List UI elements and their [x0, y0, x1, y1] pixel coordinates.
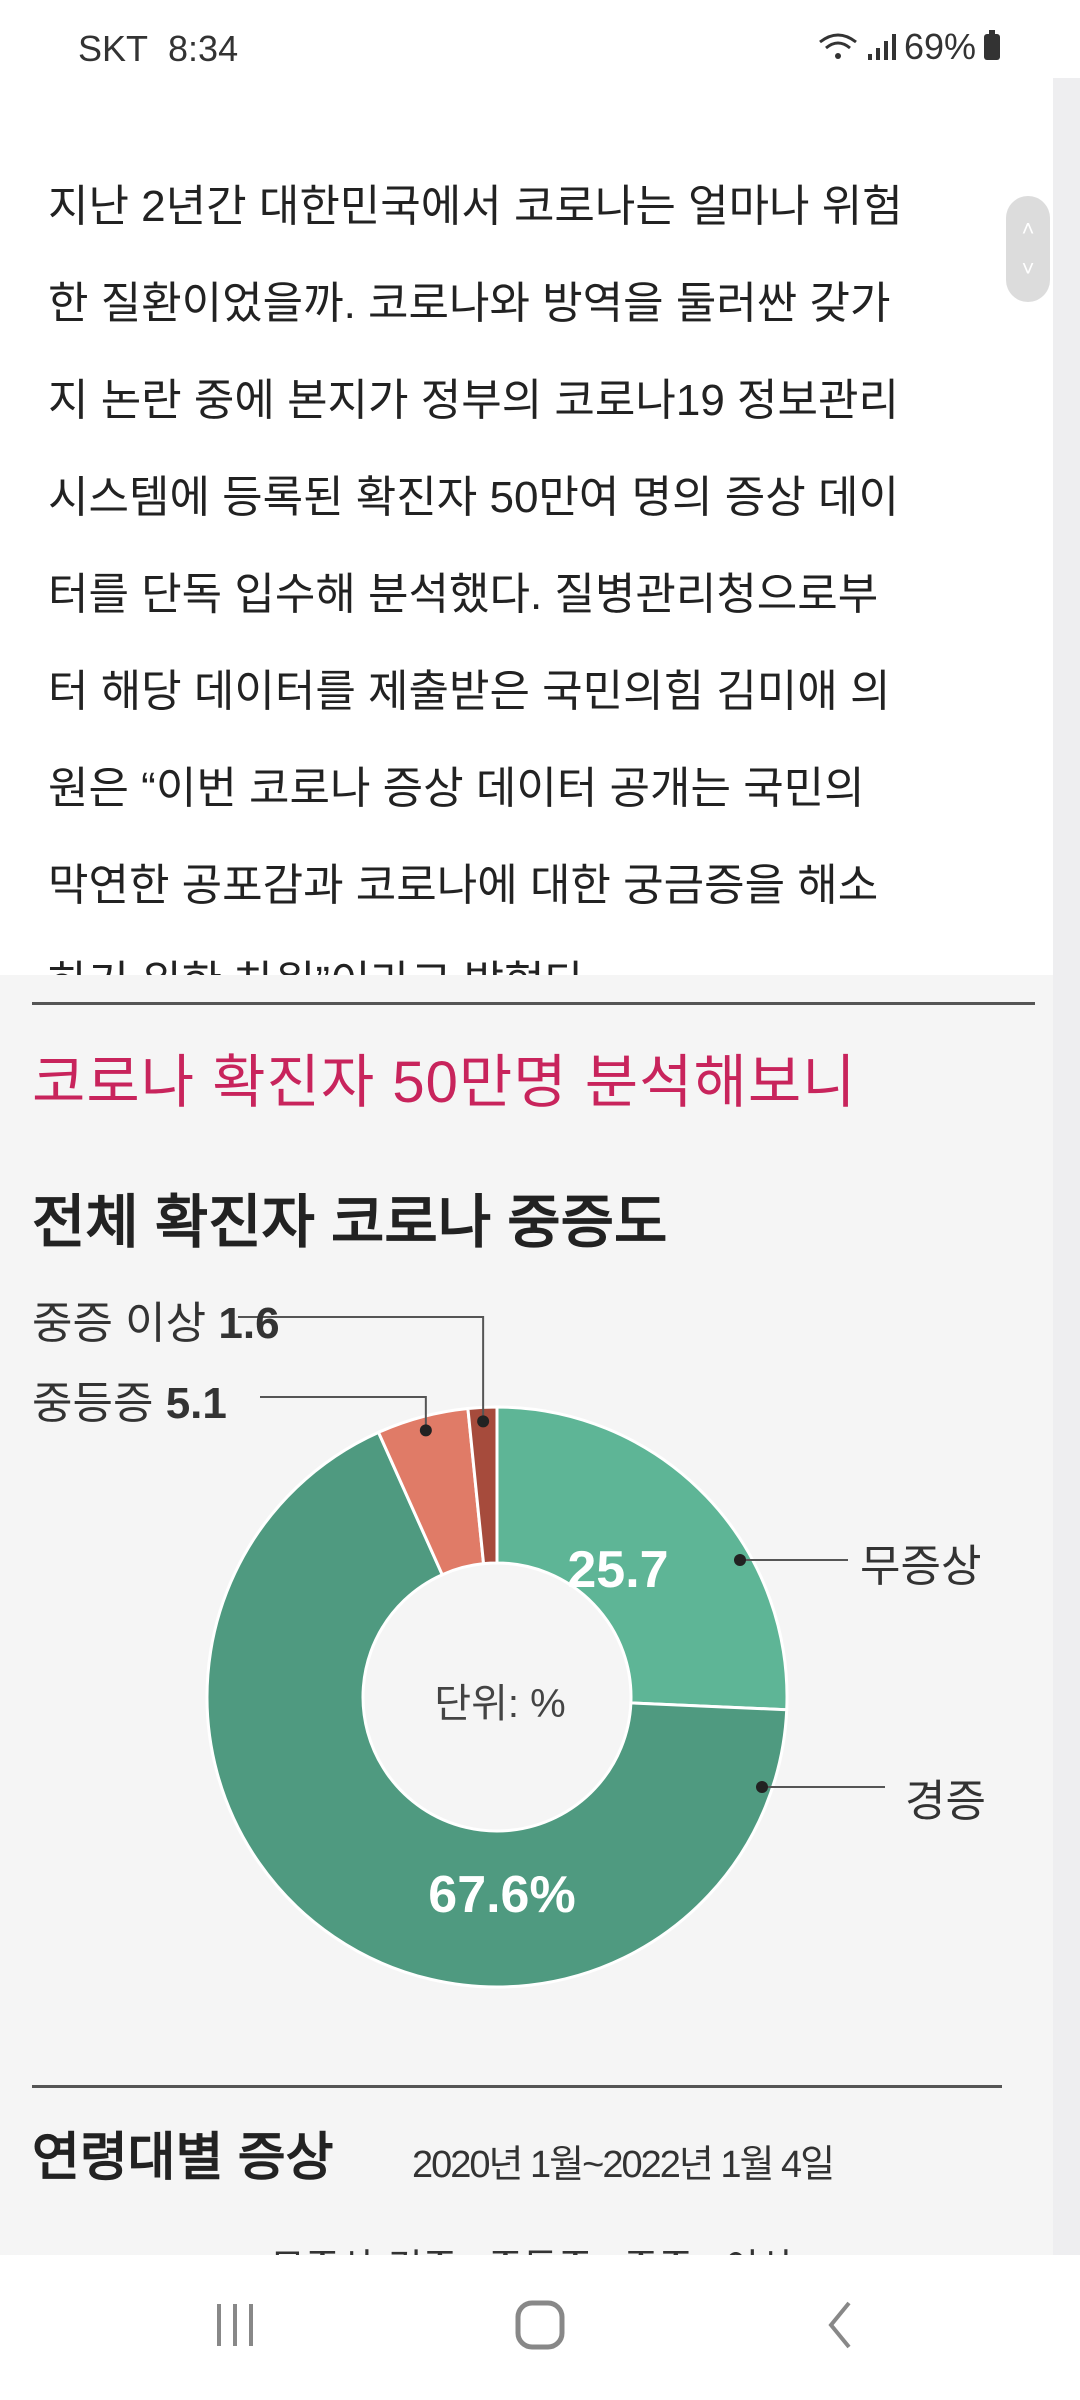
leader-dot-asymptomatic	[734, 1554, 746, 1566]
chevron-up-icon[interactable]: ˄	[1021, 216, 1035, 241]
chevron-down-icon[interactable]: ˅	[1021, 256, 1035, 281]
donut-chart	[205, 1316, 885, 1989]
article-body: 지난 2년간 대한민국에서 코로나는 얼마나 위험 한 질환이었을까. 코로나와…	[48, 158, 1008, 1031]
back-icon	[828, 2301, 851, 2349]
navigation-bar	[0, 2255, 1080, 2400]
donut-slice-1	[205, 1430, 789, 1989]
legend-partial: 무증상·경증 중등증 중증 이상	[270, 2237, 794, 2255]
battery-percent: 69%	[903, 26, 976, 67]
leader-dot-moderate	[419, 1424, 432, 1437]
back-button[interactable]	[800, 2295, 880, 2355]
section-date: 2020년 1월~2022년 1월 4일	[412, 2144, 835, 2186]
article-paragraph: 지난 2년간 대한민국에서 코로나는 얼마나 위험 한 질환이었을까. 코로나와…	[48, 182, 903, 1007]
unit-label: 단위: %	[434, 1682, 566, 1726]
status-icons: 69%	[818, 26, 1000, 68]
donut-slice-0	[495, 1405, 789, 1712]
chart-title: 전체 확진자 코로나 중증도	[32, 1190, 668, 1255]
divider	[32, 2085, 1002, 2088]
label-asymptomatic: 무증상	[860, 1542, 982, 1591]
home-icon	[515, 2300, 565, 2350]
leader-dot-severe	[477, 1415, 490, 1428]
value-mild: 67.6%	[428, 1866, 576, 1924]
infographic: 코로나 확진자 50만명 분석해보니 전체 확진자 코로나 중증도 중증 이상 …	[0, 975, 1053, 2255]
status-carrier-time: SKT 8:34	[78, 28, 239, 69]
wifi-icon	[819, 33, 857, 59]
recent-apps-button[interactable]	[195, 2295, 275, 2355]
value-asymptomatic: 25.7	[567, 1541, 669, 1599]
label-mild: 경증	[905, 1777, 986, 1826]
label-severe: 중증 이상 1.6	[32, 1299, 280, 1348]
leader-line-moderate	[260, 1396, 427, 1431]
battery-icon	[984, 30, 1000, 60]
divider	[32, 1002, 1035, 1005]
donut-slice-3	[466, 1405, 499, 1566]
scrollbar-track[interactable]	[1053, 78, 1080, 2255]
label-moderate: 중등증 5.1	[32, 1379, 227, 1428]
status-bar: SKT 8:34 69%	[0, 0, 1080, 78]
scroll-handle[interactable]: ˄ ˅	[1006, 196, 1050, 302]
section-title: 연령대별 증상	[32, 2129, 334, 2187]
leader-line-severe	[238, 1316, 485, 1422]
leader-dot-mild	[756, 1781, 768, 1793]
recent-apps-icon	[217, 2304, 253, 2346]
signal-icon	[867, 34, 896, 60]
home-button[interactable]	[500, 2295, 580, 2355]
infographic-title: 코로나 확진자 50만명 분석해보니	[32, 1050, 857, 1115]
